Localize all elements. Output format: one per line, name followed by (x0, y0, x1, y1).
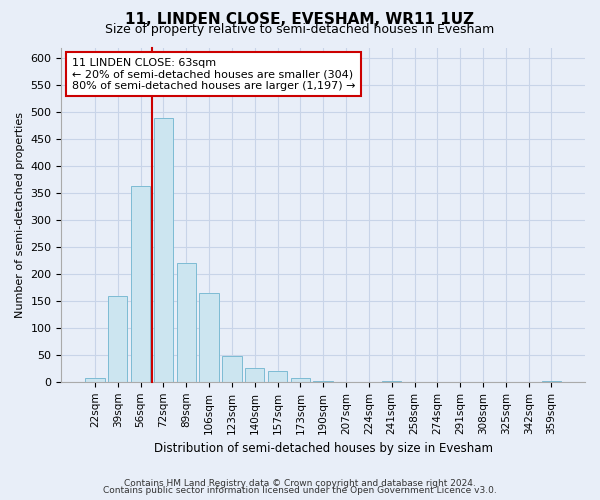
Bar (108, 296, 127, 382)
Bar (542, 380, 561, 382)
X-axis label: Distribution of semi-detached houses by size in Evesham: Distribution of semi-detached houses by … (154, 442, 493, 455)
Bar (199, 293, 219, 382)
Bar (85, 378, 104, 382)
Bar (245, 368, 265, 382)
Text: Size of property relative to semi-detached houses in Evesham: Size of property relative to semi-detach… (106, 22, 494, 36)
Text: 11, LINDEN CLOSE, EVESHAM, WR11 1UZ: 11, LINDEN CLOSE, EVESHAM, WR11 1UZ (125, 12, 475, 28)
Y-axis label: Number of semi-detached properties: Number of semi-detached properties (15, 112, 25, 318)
Bar (154, 118, 173, 382)
Bar (290, 378, 310, 382)
Text: Contains public sector information licensed under the Open Government Licence v3: Contains public sector information licen… (103, 486, 497, 495)
Text: 11 LINDEN CLOSE: 63sqm
← 20% of semi-detached houses are smaller (304)
80% of se: 11 LINDEN CLOSE: 63sqm ← 20% of semi-det… (72, 58, 355, 90)
Bar (222, 356, 242, 382)
Bar (268, 371, 287, 382)
Bar (176, 263, 196, 382)
Bar (382, 380, 401, 382)
Bar (131, 186, 150, 382)
Bar (313, 380, 333, 382)
Text: Contains HM Land Registry data © Crown copyright and database right 2024.: Contains HM Land Registry data © Crown c… (124, 478, 476, 488)
